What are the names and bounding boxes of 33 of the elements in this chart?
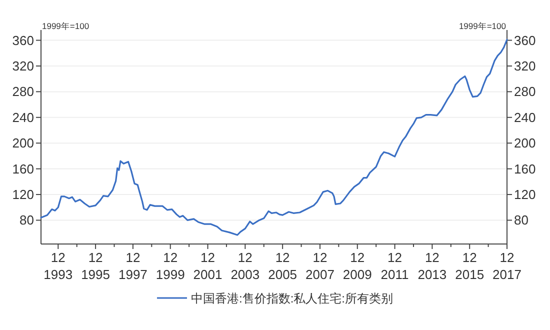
y-axis-title: 1999年=100 <box>42 21 90 31</box>
y2-tick-label: 360 <box>514 32 536 48</box>
x-tick-label: 12 2013 <box>418 250 447 282</box>
x-tick-label: 12 2005 <box>268 250 298 282</box>
y2-tick-label: 160 <box>514 161 536 176</box>
x-tick-label: 12 2007 <box>306 250 334 282</box>
x-tick-label: 12 2017 <box>492 250 522 282</box>
y-tick-label: 240 <box>12 110 34 125</box>
y-tick-label: 280 <box>12 84 34 100</box>
y-tick-label: 120 <box>12 187 34 202</box>
x-tick-label: 12 1997 <box>118 250 148 282</box>
y2-tick-label: 200 <box>514 136 536 151</box>
x-tick-label: 12 1999 <box>156 250 185 282</box>
y2-tick-label: 80 <box>514 212 528 228</box>
x-tick-label: 12 1995 <box>81 250 110 282</box>
x-tick-label: 12 2003 <box>230 250 260 282</box>
y-tick-label: 360 <box>12 32 34 48</box>
x-tick-label: 12 1993 <box>44 250 73 282</box>
y2-tick-label: 320 <box>514 58 536 74</box>
y2-axis-title: 1999年=100 <box>458 21 506 31</box>
y-tick-label: 320 <box>12 58 34 74</box>
y-tick-label: 200 <box>12 136 34 151</box>
y-tick-label: 80 <box>20 212 34 228</box>
legend-label: 中国香港:售价指数:私人住宅:所有类别 <box>190 292 394 306</box>
y2-tick-label: 120 <box>514 187 536 202</box>
x-tick-label: 12 2011 <box>380 250 409 282</box>
x-tick-label: 12 2001 <box>193 250 222 282</box>
y-tick-label: 160 <box>12 161 34 176</box>
x-tick-label: 12 2015 <box>455 250 484 282</box>
line-series <box>40 38 508 236</box>
y2-tick-label: 280 <box>514 84 536 100</box>
y2-tick-label: 240 <box>514 110 536 125</box>
x-tick-label: 12 2009 <box>342 250 372 282</box>
